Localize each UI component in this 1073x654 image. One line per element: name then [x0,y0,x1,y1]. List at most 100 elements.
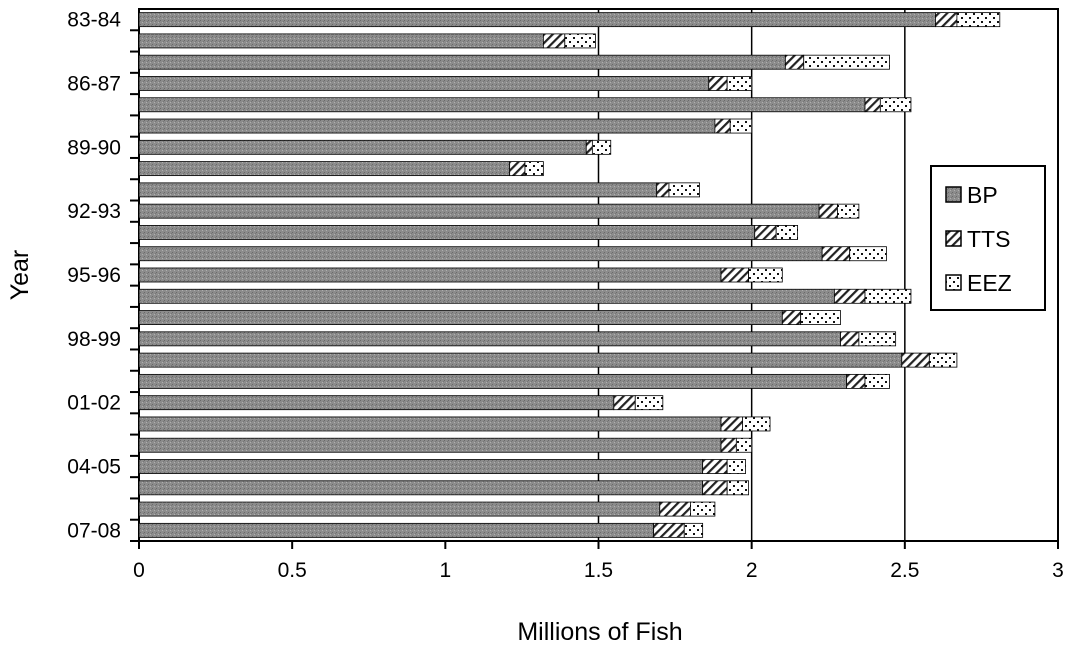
bar-bp-02-03 [138,416,722,432]
bar-bp-04-05 [138,459,704,474]
y-tick-label: 01-02 [67,392,121,415]
bar-eez-98-99 [858,331,897,347]
bar-eez-85-86 [803,54,890,70]
bar-eez-99-00 [928,352,958,368]
bar-eez-01-02 [634,395,664,411]
bar-eez-97-98 [800,310,841,325]
bar-bp-95-96 [138,267,722,283]
bar-bp-90-91 [138,161,511,177]
bar-bp-88-89 [138,118,716,134]
x-tick-label: 2 [746,559,758,582]
x-tick-label: 1.5 [584,559,613,582]
bar-eez-86-87 [726,76,753,91]
y-tick-label: 89-90 [67,136,121,159]
x-tick-label: 2.5 [890,559,919,582]
bar-tts-05-06 [702,480,728,496]
bars [138,12,1001,538]
bar-tts-83-84 [935,12,958,28]
y-tick-label: 98-99 [67,328,121,351]
bar-tts-99-00 [901,352,930,368]
bar-bp-91-92 [138,182,658,198]
bar-bp-07-08 [138,522,655,538]
bar-tts-07-08 [653,522,685,538]
bar-eez-00-01 [864,373,890,389]
legend-label-eez: EEZ [967,270,1012,296]
bar-tts-90-91 [509,161,526,177]
bar-tts-86-87 [708,76,728,91]
bar-bp-92-93 [138,203,820,219]
bar-tts-92-93 [818,203,838,219]
bar-bp-93-94 [138,225,756,240]
bar-tts-01-02 [613,395,636,411]
bar-bp-98-99 [138,331,841,347]
bar-eez-05-06 [726,480,750,496]
bar-eez-87-88 [879,97,912,113]
bar-bp-86-87 [138,76,710,91]
bar-tts-88-89 [714,118,731,134]
bar-tts-02-03 [720,416,743,432]
bar-tts-84-85 [542,33,566,49]
bar-eez-84-85 [564,33,596,49]
bar-eez-89-90 [591,139,612,155]
bar-eez-06-07 [690,501,716,517]
bar-bp-85-86 [138,54,786,70]
bar-tts-93-94 [754,225,777,240]
bar-tts-97-98 [781,310,802,325]
bar-eez-95-96 [748,267,783,283]
legend: BP TTS EEZ [930,165,1046,311]
bar-tts-95-96 [720,267,750,283]
axes: 0 0.5 1 1.5 2 2.5 3 83-84 86-87 89-90 92-93 95-96 98… [67,9,1064,582]
bar-bp-00-01 [138,373,848,389]
y-tick-label: 04-05 [67,456,121,479]
bar-bp-99-00 [138,352,903,368]
bar-tts-94-95 [821,246,851,262]
legend-swatch-tts [945,230,962,247]
bar-eez-88-89 [729,118,753,134]
bar-tts-06-07 [659,501,691,517]
bar-tts-89-90 [585,139,593,155]
bar-eez-91-92 [668,182,700,198]
bar-bp-83-84 [138,12,936,28]
y-tick-label: 92-93 [67,200,121,223]
x-tick-label: 0 [133,559,145,582]
x-axis-title: Millions of Fish [517,618,682,646]
bar-eez-83-84 [956,12,1001,28]
bar-bp-87-88 [138,97,866,113]
bar-bp-05-06 [138,480,704,496]
legend-label-tts: TTS [967,226,1010,252]
bar-eez-90-91 [524,161,544,177]
bar-eez-02-03 [742,416,771,432]
bar-tts-04-05 [702,459,728,474]
legend-swatch-bp [945,186,962,203]
y-tick-label: 95-96 [67,264,121,287]
bar-tts-96-97 [833,288,866,304]
bar-bp-06-07 [138,501,661,517]
bar-bp-96-97 [138,288,835,304]
y-axis-title: Year [6,250,34,301]
bar-tts-87-88 [864,97,881,113]
bar-bp-03-04 [138,437,722,453]
y-tick-label: 86-87 [67,72,121,95]
bar-eez-94-95 [849,246,887,262]
bar-eez-96-97 [864,288,912,304]
y-tick-label: 83-84 [67,9,121,32]
x-tick-label: 0.5 [278,559,307,582]
bar-eez-92-93 [837,203,860,219]
legend-label-bp: BP [967,182,998,208]
bar-eez-04-05 [726,459,746,474]
bar-eez-93-94 [775,225,799,240]
bar-tts-85-86 [784,54,805,70]
bar-tts-98-99 [840,331,860,347]
x-tick-label: 3 [1052,559,1064,582]
bar-tts-91-92 [656,182,670,198]
bar-tts-03-04 [720,437,737,453]
bar-eez-07-08 [683,522,704,538]
legend-swatch-eez [945,274,962,291]
bar-bp-84-85 [138,33,544,49]
bar-tts-00-01 [846,373,866,389]
bar-eez-03-04 [735,437,753,453]
bar-bp-94-95 [138,246,823,262]
bar-bp-97-98 [138,310,783,325]
